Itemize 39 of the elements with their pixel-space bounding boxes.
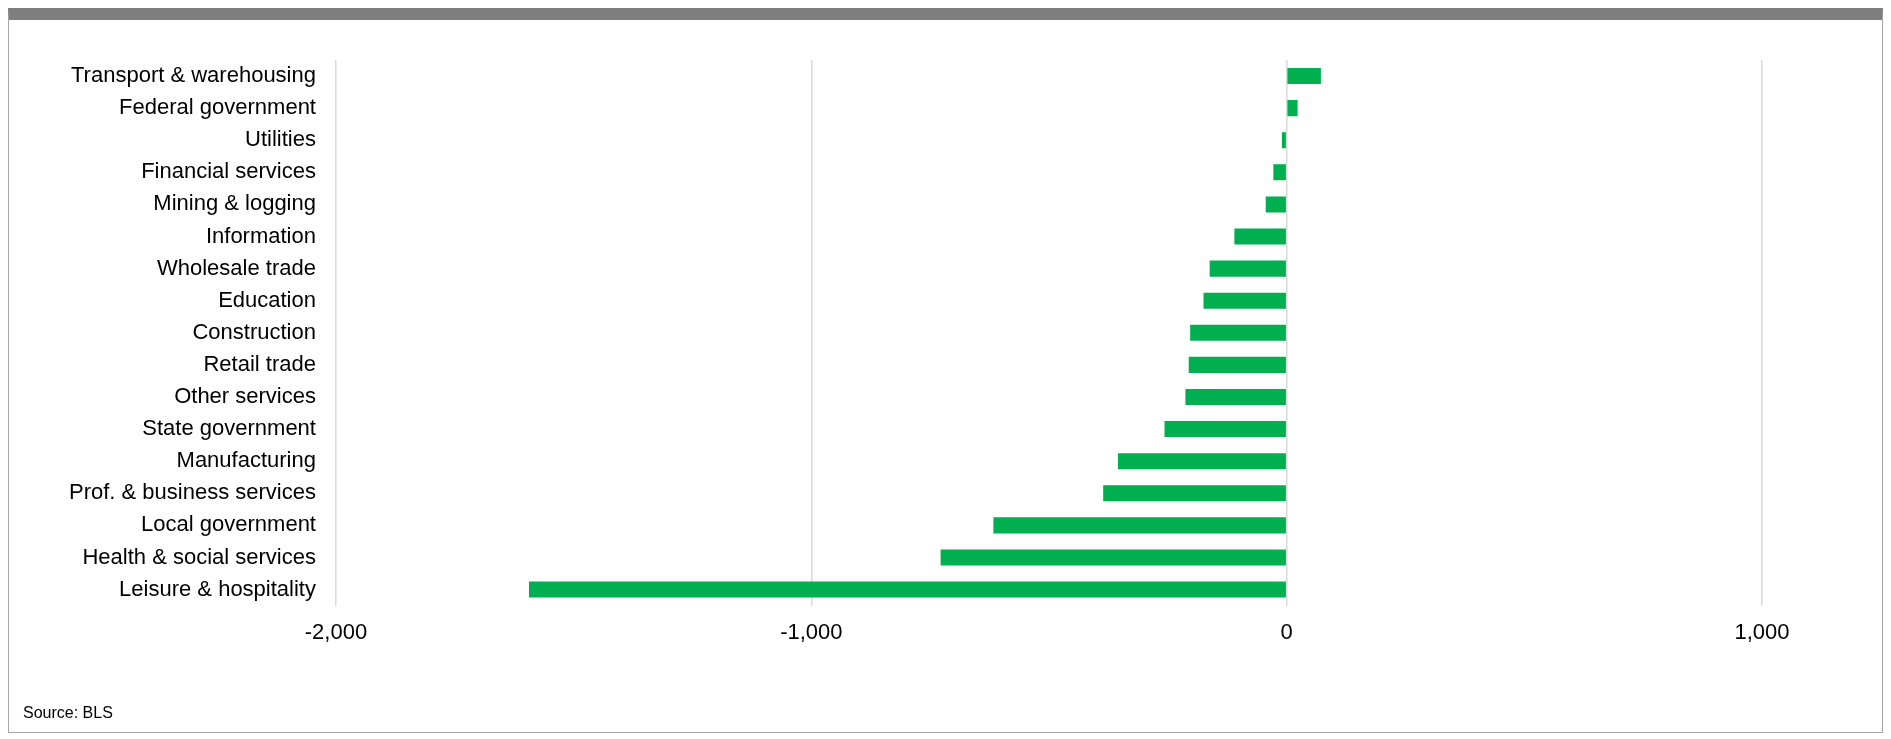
bar xyxy=(528,581,1286,598)
bar xyxy=(993,517,1286,534)
y-tick-label: Retail trade xyxy=(203,350,316,376)
bar xyxy=(1273,164,1286,181)
bar xyxy=(1265,196,1286,213)
y-tick-label: Information xyxy=(205,222,316,248)
y-tick-label: Utilities xyxy=(245,126,316,152)
y-tick-label: Wholesale trade xyxy=(157,254,316,280)
bar xyxy=(940,549,1286,566)
x-tick-label: -2,000 xyxy=(304,618,368,644)
bar xyxy=(1203,292,1286,309)
bar xyxy=(1103,485,1286,502)
x-tick-label: -1,000 xyxy=(780,618,843,644)
bar xyxy=(1281,132,1286,149)
x-tick-label: 0 xyxy=(1280,618,1293,644)
y-tick-label: Education xyxy=(218,286,316,312)
y-tick-label: Transport & warehousing xyxy=(71,62,316,88)
y-tick-label: Leisure & hospitality xyxy=(119,575,316,601)
y-tick-label: Local government xyxy=(141,511,316,537)
bar xyxy=(1287,68,1321,85)
bar xyxy=(1209,260,1286,277)
bar xyxy=(1287,100,1298,117)
y-tick-label: Mining & logging xyxy=(153,190,316,216)
source-note: Source: BLS xyxy=(23,704,113,722)
y-tick-label: Prof. & business services xyxy=(69,479,316,505)
bar xyxy=(1188,356,1286,373)
bar xyxy=(1185,388,1286,406)
y-tick-label: Manufacturing xyxy=(176,447,316,473)
bar xyxy=(1234,228,1286,245)
y-tick-label: Federal government xyxy=(119,94,316,120)
y-tick-label: Construction xyxy=(192,318,316,344)
bar xyxy=(1164,421,1286,438)
y-tick-label: State government xyxy=(142,415,316,441)
y-tick-label: Other services xyxy=(174,383,316,409)
bar xyxy=(1190,324,1286,341)
bar xyxy=(1117,453,1286,470)
x-tick-label: 1,000 xyxy=(1734,618,1790,644)
y-tick-label: Financial services xyxy=(141,158,316,184)
y-tick-label: Health & social services xyxy=(82,543,316,569)
